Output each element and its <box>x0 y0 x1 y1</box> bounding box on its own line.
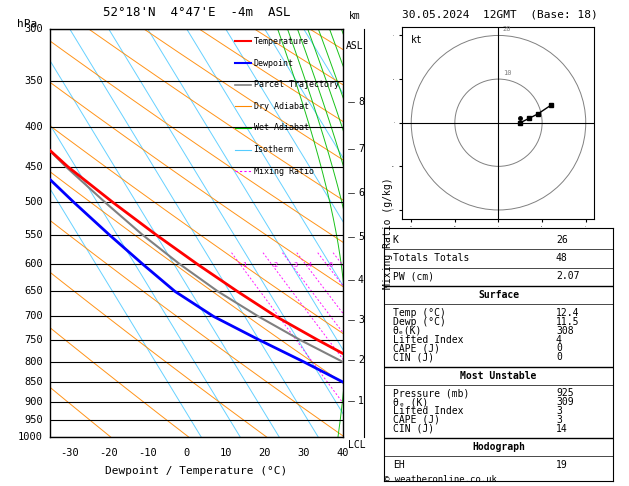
Text: 2: 2 <box>274 262 278 268</box>
Text: 26: 26 <box>556 235 567 245</box>
Text: © weatheronline.co.uk: © weatheronline.co.uk <box>384 474 496 484</box>
Text: EH: EH <box>393 460 404 470</box>
Text: θₑ (K): θₑ (K) <box>393 397 428 407</box>
Text: Parcel Trajectory: Parcel Trajectory <box>253 80 338 89</box>
Text: -20: -20 <box>99 448 118 458</box>
Text: 309: 309 <box>556 397 574 407</box>
Text: 950: 950 <box>25 415 43 425</box>
Text: 450: 450 <box>25 162 43 172</box>
Text: Wet Adiabat: Wet Adiabat <box>253 123 309 133</box>
Text: Temperature: Temperature <box>253 37 309 46</box>
Text: 6: 6 <box>358 189 364 198</box>
Text: 11.5: 11.5 <box>556 317 579 327</box>
Text: 8: 8 <box>358 97 364 107</box>
Text: Isotherm: Isotherm <box>253 145 294 154</box>
Text: -10: -10 <box>138 448 157 458</box>
Text: -30: -30 <box>60 448 79 458</box>
Text: 400: 400 <box>25 122 43 132</box>
Text: 48: 48 <box>556 253 567 263</box>
Text: Dewpoint / Temperature (°C): Dewpoint / Temperature (°C) <box>106 466 287 476</box>
Text: Dry Adiabat: Dry Adiabat <box>253 102 309 111</box>
Text: Temp (°C): Temp (°C) <box>393 308 446 318</box>
Text: PW (cm): PW (cm) <box>393 272 434 281</box>
Text: Surface: Surface <box>478 290 519 300</box>
Text: 850: 850 <box>25 377 43 387</box>
Text: 7: 7 <box>358 144 364 154</box>
Text: Hodograph: Hodograph <box>472 442 525 452</box>
Text: 52°18'N  4°47'E  -4m  ASL: 52°18'N 4°47'E -4m ASL <box>103 6 291 19</box>
Text: 19: 19 <box>556 460 567 470</box>
Text: 925: 925 <box>556 388 574 399</box>
Text: 3: 3 <box>556 406 562 416</box>
Text: 0: 0 <box>556 352 562 362</box>
Text: 300: 300 <box>25 24 43 34</box>
Text: Totals Totals: Totals Totals <box>393 253 469 263</box>
Text: Most Unstable: Most Unstable <box>460 370 537 381</box>
Title: 30.05.2024  12GMT  (Base: 18): 30.05.2024 12GMT (Base: 18) <box>403 9 598 19</box>
Text: Mixing Ratio (g/kg): Mixing Ratio (g/kg) <box>383 177 392 289</box>
Text: 350: 350 <box>25 76 43 87</box>
Text: 1: 1 <box>242 262 247 268</box>
Text: 500: 500 <box>25 197 43 208</box>
Text: 0: 0 <box>184 448 190 458</box>
Text: 650: 650 <box>25 286 43 296</box>
Text: 3: 3 <box>293 262 298 268</box>
Text: CIN (J): CIN (J) <box>393 352 434 362</box>
Text: 5: 5 <box>358 232 364 242</box>
Text: 20: 20 <box>503 26 511 32</box>
Text: 10: 10 <box>503 69 511 76</box>
Text: ASL: ASL <box>346 41 364 52</box>
Text: km: km <box>349 11 360 21</box>
Text: 308: 308 <box>556 326 574 336</box>
Text: 900: 900 <box>25 397 43 407</box>
Text: CIN (J): CIN (J) <box>393 424 434 434</box>
Text: 3: 3 <box>556 415 562 425</box>
Text: θₑ(K): θₑ(K) <box>393 326 422 336</box>
Text: 4: 4 <box>556 335 562 345</box>
Text: Mixing Ratio: Mixing Ratio <box>253 167 314 176</box>
Text: kt: kt <box>411 35 423 46</box>
Text: 30: 30 <box>298 448 310 458</box>
Text: 20: 20 <box>259 448 271 458</box>
Text: Dewp (°C): Dewp (°C) <box>393 317 446 327</box>
Text: K: K <box>393 235 399 245</box>
Text: 1000: 1000 <box>18 433 43 442</box>
Text: 550: 550 <box>25 230 43 240</box>
Text: hPa: hPa <box>17 19 37 29</box>
Text: 6: 6 <box>329 262 333 268</box>
Text: 800: 800 <box>25 357 43 367</box>
Text: Lifted Index: Lifted Index <box>393 335 464 345</box>
Text: Pressure (mb): Pressure (mb) <box>393 388 469 399</box>
Text: 4: 4 <box>358 275 364 285</box>
Text: CAPE (J): CAPE (J) <box>393 344 440 353</box>
Text: 2: 2 <box>358 355 364 364</box>
Text: LCL: LCL <box>347 440 365 450</box>
Text: 600: 600 <box>25 259 43 269</box>
Text: 700: 700 <box>25 312 43 321</box>
Text: Lifted Index: Lifted Index <box>393 406 464 416</box>
Text: 2.07: 2.07 <box>556 272 579 281</box>
Text: 0: 0 <box>556 344 562 353</box>
Text: 12.4: 12.4 <box>556 308 579 318</box>
Text: 1: 1 <box>358 396 364 406</box>
Text: 14: 14 <box>556 424 567 434</box>
Text: 750: 750 <box>25 335 43 345</box>
Text: CAPE (J): CAPE (J) <box>393 415 440 425</box>
Text: Dewpoint: Dewpoint <box>253 58 294 68</box>
Text: 10: 10 <box>220 448 232 458</box>
Text: 4: 4 <box>308 262 312 268</box>
Text: 3: 3 <box>358 315 364 325</box>
Text: 40: 40 <box>337 448 349 458</box>
